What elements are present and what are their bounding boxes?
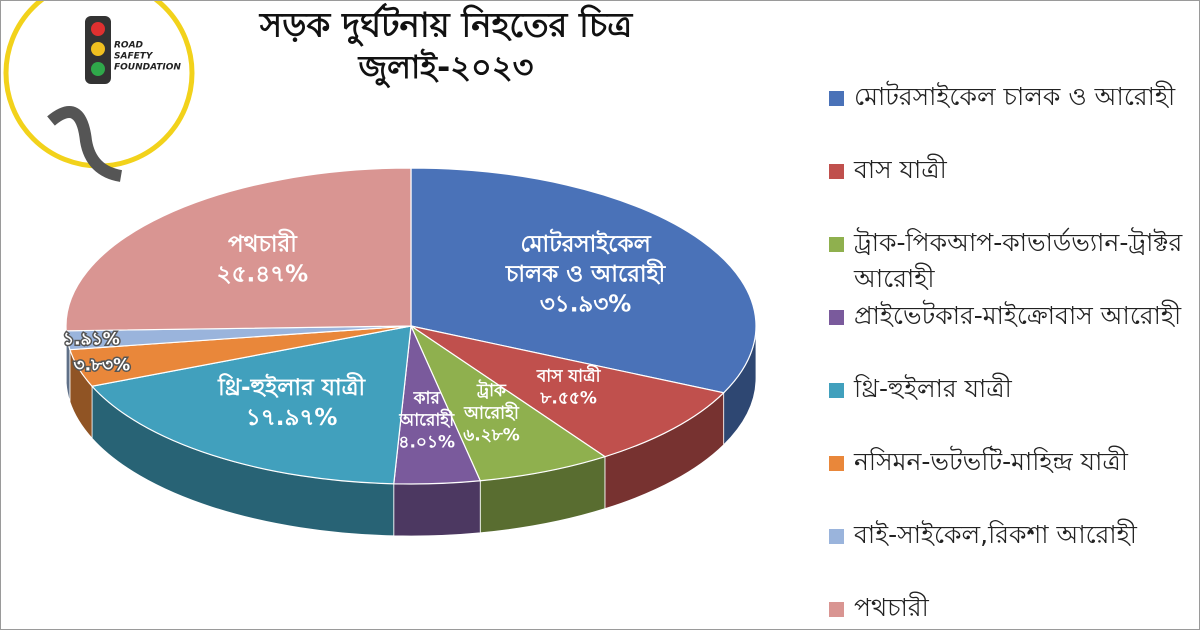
slice-side [394, 481, 480, 536]
slice-label: মোটরসাইকেল [520, 229, 651, 258]
legend-swatch [829, 383, 844, 398]
data-label: ৮.৫৫% [539, 388, 597, 408]
legend-entry: নসিমন-ভটভটি-মাহিন্দ্র যাত্রী [829, 444, 1189, 480]
legend-entry: প্রাইভেটকার-মাইক্রোবাস আরোহী [829, 298, 1189, 334]
legend-label: বাস যাত্রী [854, 152, 947, 188]
data-label: ১.৯১% [63, 329, 120, 349]
legend-label: নসিমন-ভটভটি-মাহিন্দ্র যাত্রী [854, 444, 1128, 480]
legend-swatch [829, 237, 844, 252]
legend-entry: মোটরসাইকেল চালক ও আরোহী [829, 79, 1189, 115]
logo-text: ROAD [114, 41, 144, 51]
data-label: ৪.০১% [398, 433, 455, 453]
legend-entry: পথচারী [829, 590, 1189, 626]
legend-entry: বাস যাত্রী [829, 152, 1189, 188]
data-label: ৩১.৯৩% [540, 291, 632, 317]
slice-label: থ্রি-হুইলার যাত্রী [217, 372, 366, 401]
logo-red [91, 22, 105, 36]
legend-label: পথচারী [854, 590, 929, 626]
data-label: ৩.৮৩% [74, 355, 131, 375]
legend-swatch [829, 91, 844, 106]
slice-label: কার [413, 388, 441, 408]
legend-label: ট্রাক-পিকআপ-কাভার্ডভ্যান-ট্রাক্টর আরোহী [854, 225, 1189, 297]
slice-label: আরোহী [463, 401, 520, 423]
logo-green [91, 62, 105, 76]
legend-entry: বাই-সাইকেল,রিকশা আরোহী [829, 517, 1189, 553]
chart-title: সড়ক দুর্ঘটনায় নিহতের চিত্র [259, 3, 633, 47]
chart-subtitle: জুলাই-২০২৩ [358, 48, 534, 88]
slice-label: বাস যাত্রী [536, 364, 602, 386]
legend-label: মোটরসাইকেল চালক ও আরোহী [854, 79, 1175, 115]
slice-label: পথচারী [228, 229, 298, 258]
slice-label: আরোহী [398, 409, 455, 431]
slice-label: চালক ও আরোহী [505, 259, 667, 288]
data-label: ২৫.৪৭% [217, 261, 309, 287]
legend-swatch [829, 164, 844, 179]
legend-swatch [829, 529, 844, 544]
data-label: ১৭.৯৭% [246, 405, 338, 431]
legend-entry: থ্রি-হুইলার যাত্রী [829, 371, 1189, 407]
legend-swatch [829, 310, 844, 325]
legend-label: থ্রি-হুইলার যাত্রী [854, 371, 1012, 407]
legend-label: প্রাইভেটকার-মাইক্রোবাস আরোহী [854, 298, 1181, 334]
slice-label: ট্রাক [476, 379, 507, 401]
data-label: ৬.২৮% [463, 425, 520, 445]
legend-swatch [829, 456, 844, 471]
logo-text: SAFETY [114, 52, 154, 62]
legend-swatch [829, 602, 844, 617]
legend-entry: ট্রাক-পিকআপ-কাভার্ডভ্যান-ট্রাক্টর আরোহী [829, 225, 1189, 297]
logo-text: FOUNDATION [114, 63, 181, 73]
legend-label: বাই-সাইকেল,রিকশা আরোহী [854, 517, 1137, 553]
logo-yellow [91, 42, 105, 56]
